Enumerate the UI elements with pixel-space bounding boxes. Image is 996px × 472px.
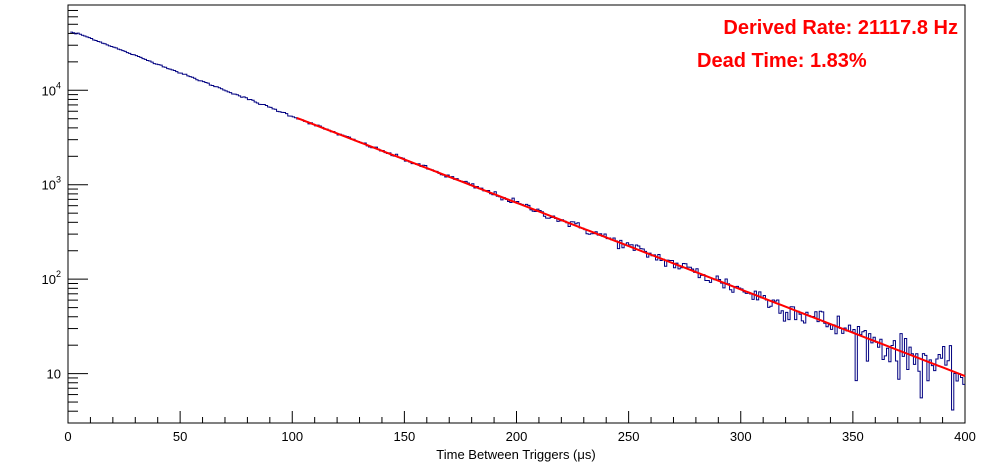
x-tick-label: 150 — [394, 429, 416, 444]
x-tick-label: 0 — [64, 429, 71, 444]
y-tick-label: 104 — [42, 80, 61, 98]
dead-time-annotation: Dead Time: 1.83% — [697, 50, 867, 72]
x-tick-label: 50 — [173, 429, 187, 444]
derived-rate-annotation: Derived Rate: 21117.8 Hz — [723, 17, 958, 39]
fit-curve — [296, 116, 966, 377]
x-tick-label: 250 — [618, 429, 640, 444]
y-axis-ticks: 10 102 103 104 — [42, 4, 88, 424]
x-tick-label: 300 — [730, 429, 752, 444]
y-tick-label: 10 — [47, 367, 61, 382]
histogram-series — [70, 31, 965, 411]
x-tick-label: 200 — [506, 429, 528, 444]
x-tick-label: 100 — [281, 429, 303, 444]
x-tick-label: 350 — [842, 429, 864, 444]
y-tick-label: 103 — [42, 175, 61, 193]
x-axis-label: Time Between Triggers (μs) — [436, 447, 595, 462]
x-tick-label: 400 — [954, 429, 976, 444]
y-tick-label: 102 — [42, 269, 61, 287]
x-axis-ticks: 0 50 100 150 200 250 300 350 400 — [64, 411, 976, 444]
